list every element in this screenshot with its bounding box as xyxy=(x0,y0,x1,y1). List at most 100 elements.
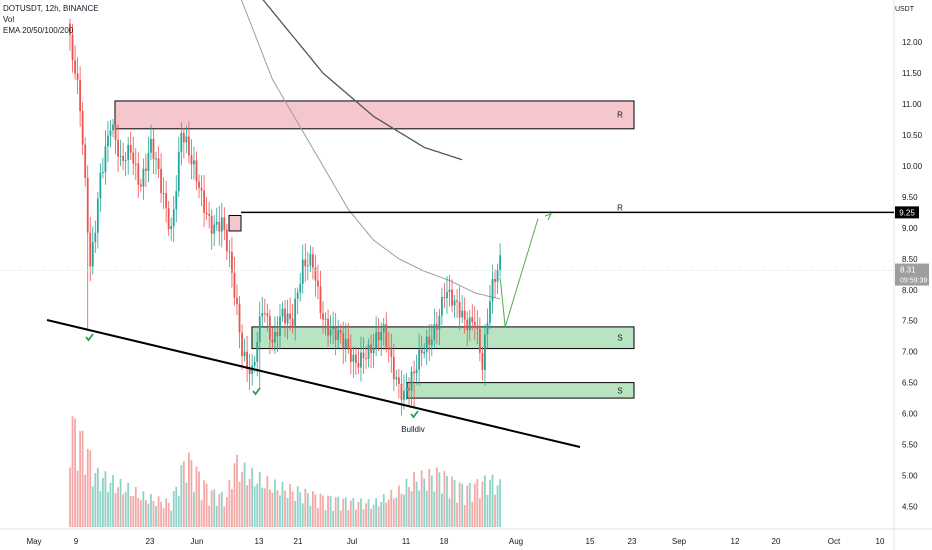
candle-body xyxy=(405,388,408,391)
volume-bar xyxy=(451,476,453,527)
volume-bar xyxy=(458,482,461,527)
legend-ema[interactable]: EMA 20/50/100/200 xyxy=(3,26,74,35)
volume-bar xyxy=(99,491,102,527)
volume-bar xyxy=(491,474,494,527)
volume-bar xyxy=(160,501,162,527)
candle-body xyxy=(109,130,112,136)
volume-bar xyxy=(337,496,340,527)
time-tick-label: Aug xyxy=(509,537,523,546)
volume-bar xyxy=(200,500,203,527)
volume-bar xyxy=(208,505,211,527)
current-price-tag xyxy=(895,263,929,286)
candle-body xyxy=(319,286,322,314)
candle-body xyxy=(150,138,152,153)
candle-body xyxy=(458,301,461,318)
price-tick-label: 4.50 xyxy=(902,502,918,511)
volume-bar xyxy=(263,488,266,527)
volume-bar xyxy=(86,448,89,527)
legend-symbol[interactable]: DOTUSDT, 12h, BINANCE xyxy=(3,4,99,13)
volume-bar xyxy=(268,489,271,527)
candle-body xyxy=(413,371,415,374)
volume-bar xyxy=(400,493,403,527)
candle-body xyxy=(332,327,335,330)
candle-body xyxy=(296,292,299,299)
volume-bar xyxy=(279,495,281,527)
volume-bar xyxy=(89,450,92,527)
candle-body xyxy=(473,322,476,326)
candle-body xyxy=(476,325,479,329)
volume-bar xyxy=(91,486,94,527)
candle-body xyxy=(210,215,213,234)
volume-bar xyxy=(433,491,436,527)
volume-bar xyxy=(276,490,279,527)
volume-bar xyxy=(438,472,441,527)
candle-body xyxy=(499,255,501,271)
candle-body xyxy=(375,332,378,349)
volume-bar xyxy=(304,488,307,527)
volume-bar xyxy=(79,431,82,527)
candle-body xyxy=(142,168,145,187)
candle-body xyxy=(382,324,385,333)
volume-bar xyxy=(306,493,309,527)
candle-body xyxy=(117,139,119,157)
volume-bar xyxy=(228,479,231,527)
candle-body xyxy=(276,331,279,337)
volume-bar xyxy=(74,418,76,527)
volume-bar xyxy=(301,503,304,527)
volume-bar xyxy=(258,471,261,527)
volume-bar xyxy=(314,494,317,527)
volume-bar xyxy=(415,481,418,527)
time-tick-label: 20 xyxy=(772,537,781,546)
candle-body xyxy=(410,371,413,391)
volume-bar xyxy=(481,481,484,527)
legend-volume[interactable]: Vol xyxy=(3,15,15,24)
candle-body xyxy=(243,351,246,357)
candle-body xyxy=(114,124,117,140)
candle-body xyxy=(238,304,241,333)
candle-body xyxy=(215,221,218,225)
volume-bar xyxy=(291,491,294,527)
volume-bar xyxy=(96,467,99,527)
candle-body xyxy=(193,160,195,165)
volume-bar xyxy=(238,481,241,527)
candle-body xyxy=(486,322,489,335)
candle-body xyxy=(127,144,130,161)
candle-body xyxy=(425,336,428,352)
volume-bar xyxy=(256,483,259,527)
volume-bar xyxy=(403,494,405,527)
candle-body xyxy=(435,324,438,330)
volume-bar xyxy=(486,494,489,527)
candle-body xyxy=(306,265,309,267)
candle-body xyxy=(403,390,405,400)
volume-bar xyxy=(289,483,292,527)
candle-body xyxy=(236,297,238,305)
candle-body xyxy=(152,138,155,160)
volume-bar xyxy=(122,494,125,527)
volume-bar xyxy=(322,495,324,527)
candle-body xyxy=(289,313,292,319)
volume-bar xyxy=(129,496,132,527)
volume-bar xyxy=(489,479,491,527)
volume-bar xyxy=(107,491,109,527)
volume-bar xyxy=(139,500,142,527)
candle-body xyxy=(342,333,345,349)
candle-body xyxy=(291,318,294,326)
candle-body xyxy=(456,300,458,302)
volume-bar xyxy=(354,509,357,527)
candle-body xyxy=(484,334,486,370)
price-axis-unit: USDT xyxy=(894,6,914,13)
candle-body xyxy=(122,155,125,161)
candle-body xyxy=(317,280,319,287)
current-price-value: 8.31 xyxy=(900,266,916,275)
candle-body xyxy=(294,298,297,326)
volume-bar xyxy=(349,500,352,527)
volume-bar xyxy=(296,486,299,527)
volume-bar xyxy=(274,479,276,527)
candle-body xyxy=(165,193,168,209)
candle-body xyxy=(220,217,223,232)
candle-body xyxy=(246,351,248,369)
candle-body xyxy=(258,316,261,342)
candle-body xyxy=(129,144,132,153)
